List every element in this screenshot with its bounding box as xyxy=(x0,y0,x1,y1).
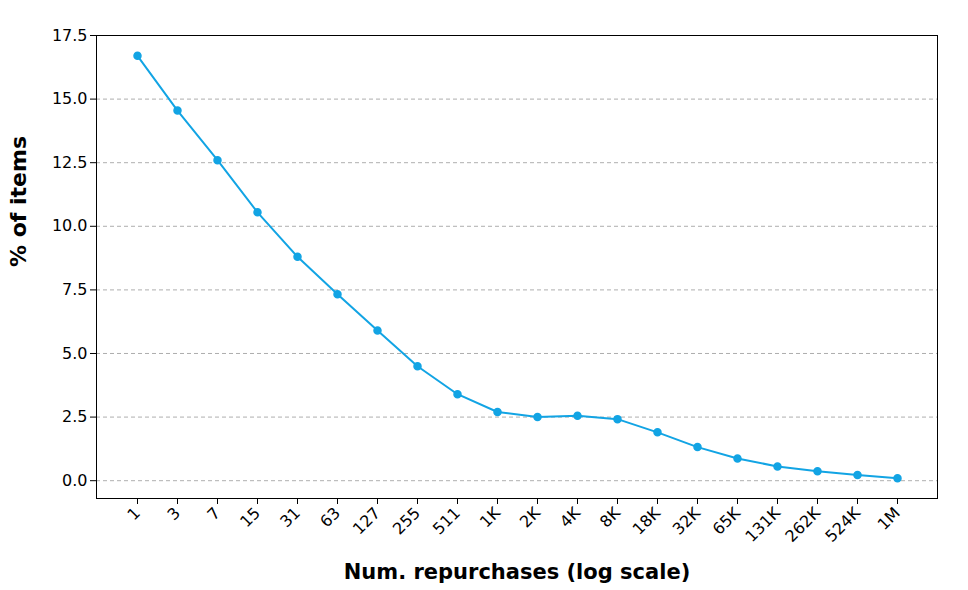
svg-text:Num. repurchases (log scale): Num. repurchases (log scale) xyxy=(344,560,690,584)
svg-text:524K: 524K xyxy=(822,503,865,546)
svg-text:511: 511 xyxy=(429,503,464,538)
svg-text:17.5: 17.5 xyxy=(52,26,88,45)
svg-text:1M: 1M xyxy=(874,503,904,533)
svg-text:65K: 65K xyxy=(709,503,745,539)
svg-text:% of items: % of items xyxy=(6,136,31,267)
svg-text:18K: 18K xyxy=(629,503,665,539)
svg-text:5.0: 5.0 xyxy=(62,344,87,363)
svg-text:7: 7 xyxy=(203,503,224,524)
svg-text:0.0: 0.0 xyxy=(62,471,87,490)
svg-text:3: 3 xyxy=(163,503,184,524)
svg-text:255: 255 xyxy=(389,503,424,538)
svg-text:15: 15 xyxy=(236,503,264,531)
svg-text:12.5: 12.5 xyxy=(52,153,88,172)
svg-text:1K: 1K xyxy=(476,503,504,531)
svg-text:32K: 32K xyxy=(669,503,705,539)
svg-text:8K: 8K xyxy=(596,503,624,531)
svg-text:262K: 262K xyxy=(782,503,825,546)
svg-text:2K: 2K xyxy=(516,503,544,531)
svg-text:2.5: 2.5 xyxy=(62,407,87,426)
svg-text:131K: 131K xyxy=(742,503,785,546)
svg-text:4K: 4K xyxy=(556,503,584,531)
svg-text:31: 31 xyxy=(276,503,304,531)
svg-text:10.0: 10.0 xyxy=(52,216,88,235)
svg-text:63: 63 xyxy=(316,503,344,531)
svg-text:1: 1 xyxy=(123,503,144,524)
svg-text:15.0: 15.0 xyxy=(52,89,88,108)
svg-text:127: 127 xyxy=(349,503,384,538)
svg-text:7.5: 7.5 xyxy=(62,280,87,299)
